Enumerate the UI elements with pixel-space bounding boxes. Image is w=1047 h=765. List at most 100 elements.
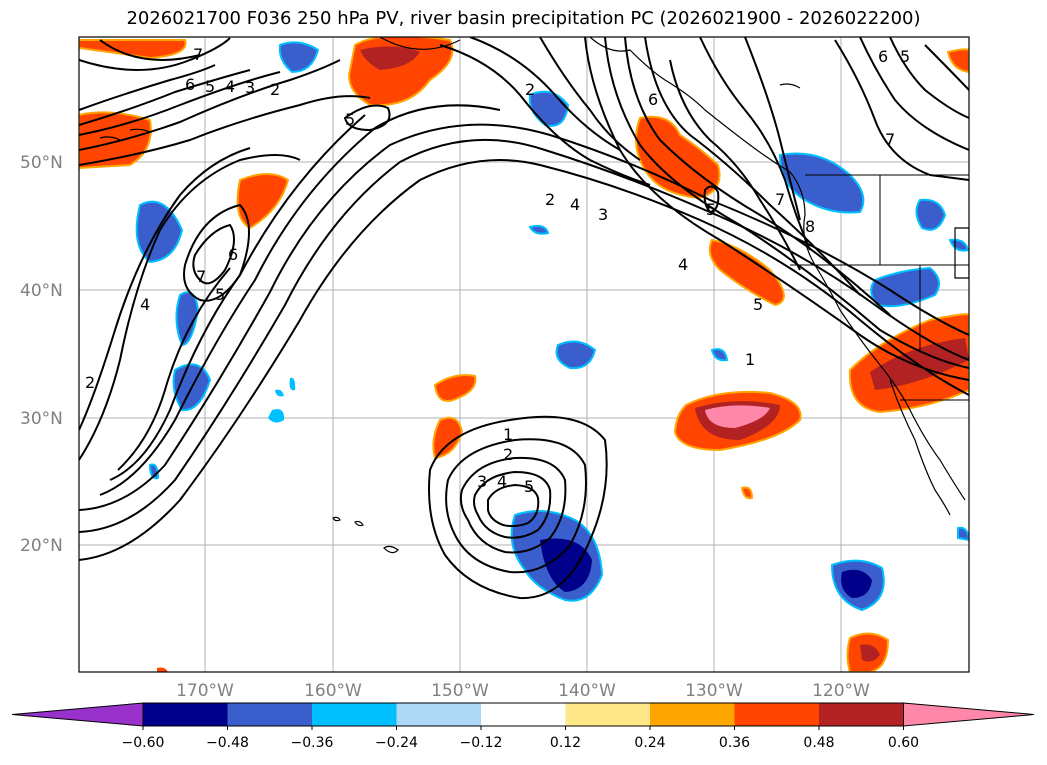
lon-label-140w: 140°W [558,681,616,701]
lat-label-20n: 20°N [20,536,63,556]
colorbar-segment [819,703,904,726]
pv-cutoff-4 [473,470,552,539]
colorbar-tick-label: −0.60 [122,735,165,751]
colorbar: −0.60 −0.48 −0.36 −0.24 −0.12 0.12 0.24 0.36 0.4… [11,702,1035,751]
colorbar-segment [734,703,819,726]
contour-label: 4 [225,77,235,96]
contour-label: 3 [477,472,487,491]
contour-label: 7 [196,267,206,286]
shade-blue-small-se [957,526,969,542]
political-borders [790,174,969,401]
map-title: 2026021700 F036 250 hPa PV, river basin … [126,8,921,29]
coast-alaska-south [379,37,461,50]
pv-cutoff-2 [445,438,587,574]
contour-label: 5 [215,285,225,304]
colorbar-segment [312,703,397,726]
contour-label: 5 [524,477,534,496]
contour-label: 3 [245,78,255,97]
pv-contour-14 [79,37,231,71]
contour-label: 7 [775,190,785,209]
pv-contour-15 [99,39,201,61]
colorbar-tick-label: 0.36 [719,735,750,751]
shade-lightblue-small-3 [275,389,284,397]
shade-red-small-south [157,667,168,672]
colorbar-segment [227,703,312,726]
pv-cutoff-1 [428,415,608,600]
coast-aleutian-1 [99,136,121,141]
colorbar-segment [396,703,481,726]
shade-blue-great-basin [870,266,940,308]
colorbar-tick-label: −0.12 [460,735,503,751]
shade-red-mid-west [236,173,290,230]
colorbar-tick-label: −0.48 [206,735,249,751]
precip-shading [79,37,969,672]
pv-contour-small [703,185,720,214]
shade-blue-mid [555,340,597,370]
shade-red-ne [946,48,969,74]
contour-label: 4 [570,195,580,214]
shade-darkred-mexico [860,644,880,662]
colorbar-tick-label: 0.12 [550,735,581,751]
contour-label: 6 [648,90,658,109]
shade-darkblue-hawaii [540,538,592,592]
coast-hawaii-big [383,545,399,554]
contour-label: 5 [753,295,763,314]
pv-contour-closed-2 [183,203,250,302]
lat-label-30n: 30°N [20,409,63,429]
pv-contour-26 [834,39,969,181]
coast-baja [889,379,951,516]
shade-red-small-east [740,486,754,500]
contour-label: 5 [900,47,910,66]
lat-label-40n: 40°N [20,281,63,301]
pv-contour-29 [924,44,969,91]
pv-contour-5 [109,114,366,481]
pv-contour-23 [669,59,801,271]
contour-label: 4 [140,295,150,314]
pv-contour-22 [644,37,861,296]
lon-label-170w: 170°W [176,681,234,701]
lon-label-120w: 120°W [812,681,870,701]
shade-red-subtrop-2 [432,416,464,460]
colorbar-segment [481,703,566,726]
lon-label-160w: 160°W [304,681,362,701]
pv-contour-9 [79,59,341,151]
colorbar-tick-label: 0.48 [803,735,834,751]
pv-contour-7 [79,147,251,431]
contour-label: 2 [545,190,555,209]
pv-contour-12 [79,64,216,111]
shade-red-offshore [708,238,785,307]
contour-label: 5 [345,110,355,129]
contour-label: 6 [878,47,888,66]
shade-lightblue-small-1 [268,409,285,423]
pv-contour-11 [79,69,251,126]
colorbar-segment [565,703,650,726]
colorbar-tick-label: 0.24 [634,735,665,751]
shade-red-subtrop-1 [433,374,477,402]
contour-label: 5 [205,77,215,96]
pv-contour-24 [699,37,811,251]
coast-aleutian-2 [129,128,151,133]
pv-contour-4 [99,104,501,496]
contour-label: 2 [85,373,95,392]
shade-blue-mid-2 [710,348,729,362]
colorbar-extend-high [903,702,1035,727]
lon-label-150w: 150°W [431,681,489,701]
coast-canada-lake [779,83,801,89]
shade-darkred-alaska [360,46,420,70]
colorbar-extend-low [11,702,144,727]
pv-contour-19 [584,37,969,381]
contour-label: 4 [497,472,507,491]
shade-lightblue-small-2 [289,377,296,391]
colorbar-frame [142,702,904,727]
coastlines [99,37,969,554]
contour-label: 8 [805,217,815,236]
contour-label: 2 [525,80,535,99]
colorbar-tick-label: −0.24 [375,735,418,751]
pv-contour-18 [539,37,641,161]
colorbar-tick-label: 0.60 [888,735,919,751]
pv-contour-closed-1 [192,223,235,285]
pv-cutoff-3 [459,456,567,554]
pv-contour-17 [469,37,621,151]
coast-hawaii-maui [354,520,364,527]
